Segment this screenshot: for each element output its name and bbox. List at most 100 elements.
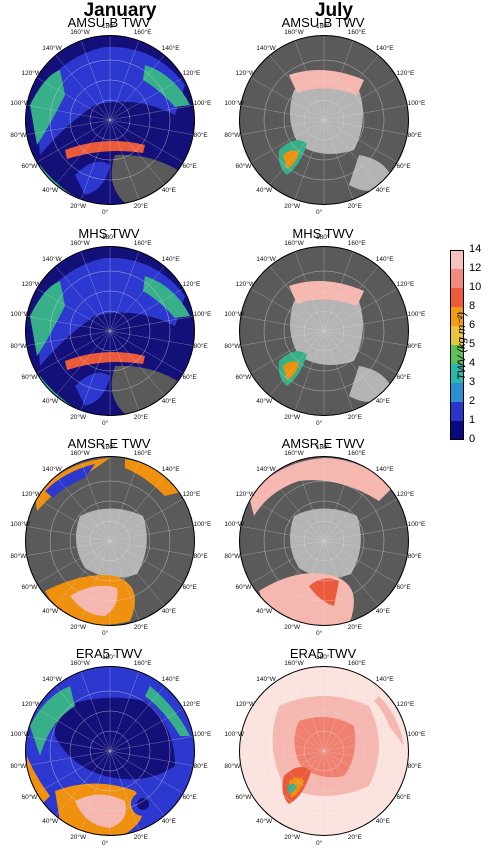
colorbar-segment — [450, 307, 464, 326]
longitude-label: 180° — [316, 23, 330, 30]
column-header-july: July — [314, 0, 354, 21]
longitude-label: 60°E — [396, 373, 411, 381]
longitude-label: 100°E — [193, 730, 212, 738]
longitude-label: 40°W — [42, 187, 59, 195]
longitude-label: 0° — [102, 420, 109, 427]
colorbar-tick-label: 14 — [469, 243, 482, 255]
longitude-label: 100°E — [193, 310, 212, 318]
longitude-label: 80°E — [193, 343, 208, 351]
longitude-label: 180° — [316, 444, 330, 451]
panel-title: AMSR-E TWV — [67, 436, 151, 451]
longitude-label: 160°E — [133, 239, 152, 247]
longitude-label: 180° — [102, 23, 116, 30]
longitude-label: 60°E — [396, 793, 411, 801]
colorbar-tick-label: 12 — [469, 262, 482, 274]
longitude-label: 20°W — [70, 203, 87, 211]
longitude-label: 180° — [316, 654, 330, 661]
longitude-label: 40°W — [256, 398, 273, 406]
longitude-label: 160°W — [284, 449, 304, 457]
longitude-label: 80°W — [224, 763, 241, 771]
longitude-label: 120°E — [182, 700, 201, 708]
longitude-label: 20°W — [284, 834, 301, 842]
longitude-label: 80°W — [224, 343, 241, 351]
colorbar-scale — [450, 250, 464, 440]
longitude-label: 140°W — [256, 255, 276, 263]
column-header-january: January — [83, 0, 157, 21]
longitude-label: 40°E — [375, 187, 390, 195]
longitude-label: 160°E — [347, 449, 366, 457]
map-canvas — [25, 35, 195, 205]
colorbar-segment — [450, 421, 464, 440]
longitude-label: 60°W — [21, 373, 38, 381]
longitude-label: 40°E — [375, 608, 390, 616]
polar-map — [239, 35, 409, 205]
longitude-label: 140°E — [375, 675, 394, 683]
longitude-label: 120°E — [396, 490, 415, 498]
colorbar-segment — [450, 250, 464, 269]
longitude-label: 100°W — [10, 730, 30, 738]
longitude-label: 100°E — [407, 99, 426, 107]
colorbar-tick-label: 8 — [469, 300, 476, 312]
longitude-label: 100°W — [224, 99, 244, 107]
colorbar-tick-label: 10 — [469, 281, 482, 293]
longitude-label: 120°W — [235, 490, 256, 498]
longitude-label: 180° — [316, 234, 330, 241]
colorbar-segment — [450, 326, 464, 345]
longitude-label: 60°E — [182, 793, 197, 801]
longitude-label: 100°E — [407, 310, 426, 318]
longitude-label: 100°W — [224, 310, 244, 318]
polar-map — [239, 666, 409, 836]
longitude-label: 140°E — [375, 255, 394, 263]
longitude-label: 160°E — [133, 659, 152, 667]
polar-map — [25, 35, 195, 205]
colorbar-tick-label: 6 — [469, 319, 476, 331]
longitude-label: 20°E — [133, 624, 148, 632]
colorbar-tick-label: 5 — [469, 338, 476, 350]
longitude-label: 20°E — [347, 203, 362, 211]
longitude-label: 140°W — [42, 675, 62, 683]
polar-map — [25, 246, 195, 416]
longitude-label: 80°E — [193, 132, 208, 140]
longitude-label: 120°E — [396, 280, 415, 288]
longitude-label: 80°W — [10, 132, 27, 140]
colorbar-segment — [450, 345, 464, 364]
colorbar — [450, 250, 464, 440]
longitude-label: 60°E — [182, 373, 197, 381]
longitude-label: 120°E — [396, 69, 415, 77]
colorbar-segment — [450, 402, 464, 421]
longitude-label: 100°W — [224, 520, 244, 528]
longitude-label: 160°W — [284, 239, 304, 247]
longitude-label: 40°E — [161, 187, 176, 195]
longitude-label: 80°W — [224, 553, 241, 561]
longitude-label: 20°W — [70, 624, 87, 632]
polar-map — [239, 456, 409, 626]
longitude-label: 140°E — [375, 44, 394, 52]
panel-title: ERA5 TWV — [75, 646, 143, 661]
longitude-label: 120°E — [182, 490, 201, 498]
longitude-label: 180° — [102, 654, 116, 661]
longitude-label: 120°W — [21, 69, 42, 77]
longitude-label: 80°W — [10, 343, 27, 351]
panel-title: AMSR-E TWV — [281, 436, 365, 451]
longitude-label: 160°E — [347, 239, 366, 247]
longitude-label: 160°E — [133, 28, 152, 36]
longitude-label: 40°E — [161, 398, 176, 406]
longitude-label: 120°W — [235, 280, 256, 288]
longitude-label: 140°W — [42, 465, 62, 473]
longitude-label: 100°E — [407, 730, 426, 738]
map-canvas — [25, 246, 195, 416]
longitude-label: 40°E — [161, 608, 176, 616]
longitude-label: 40°E — [375, 398, 390, 406]
longitude-label: 120°W — [21, 280, 42, 288]
longitude-label: 40°E — [375, 818, 390, 826]
longitude-label: 100°E — [193, 520, 212, 528]
longitude-label: 0° — [316, 630, 323, 637]
colorbar-tick-label: 0 — [469, 433, 476, 445]
longitude-label: 20°E — [133, 203, 148, 211]
colorbar-label: TWV (kg m⁻²) — [456, 311, 468, 380]
longitude-label: 80°W — [10, 553, 27, 561]
map-canvas — [239, 35, 409, 205]
longitude-label: 140°W — [42, 44, 62, 52]
longitude-label: 160°E — [347, 28, 366, 36]
longitude-label: 60°W — [235, 373, 252, 381]
